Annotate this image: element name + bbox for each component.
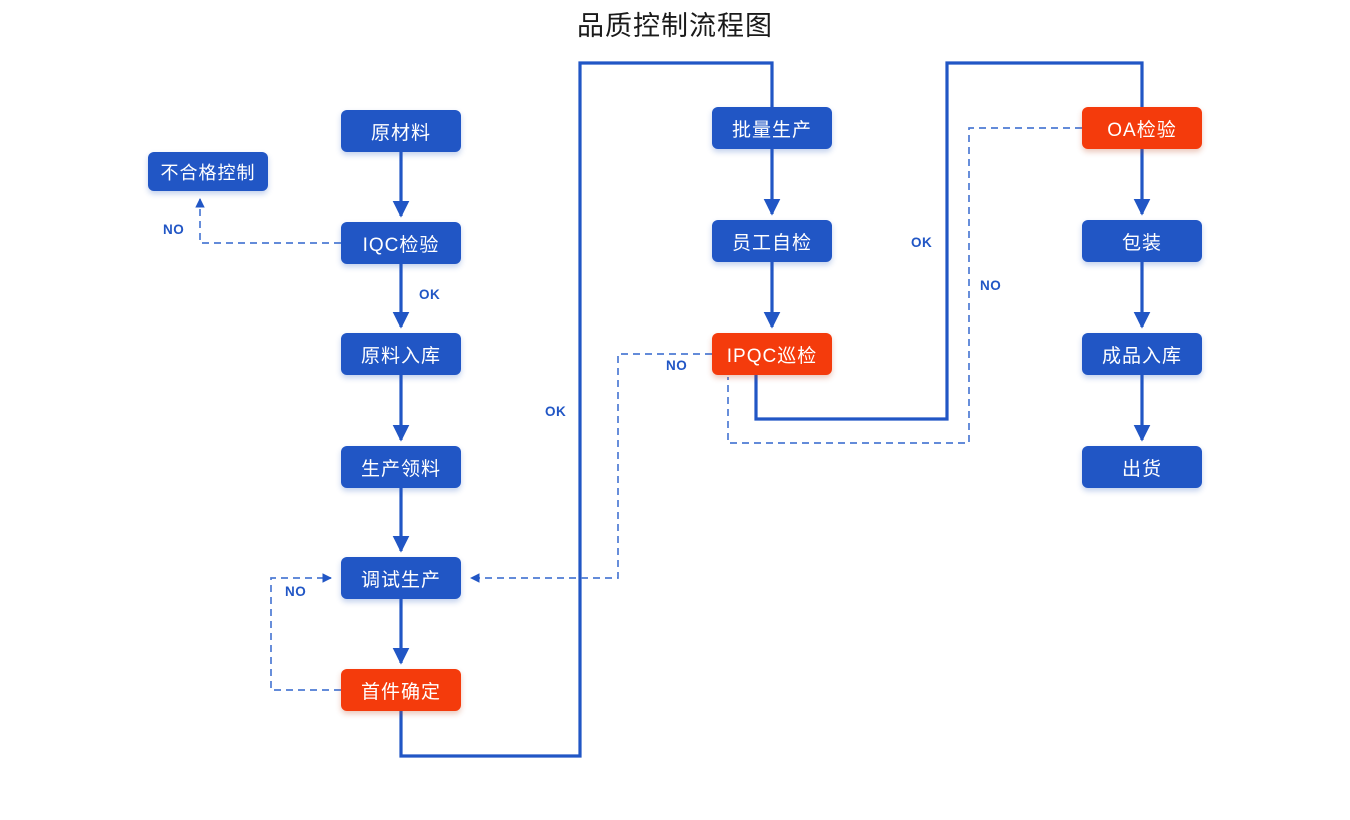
node-shipment[interactable]: 出货 xyxy=(1082,446,1202,488)
edge-label-first-article-ok: OK xyxy=(545,404,567,419)
node-label: IPQC巡检 xyxy=(726,345,818,367)
node-label: 调试生产 xyxy=(360,569,441,591)
node-nonconforming-control[interactable]: 不合格控制 xyxy=(148,152,268,191)
node-label: 生产领料 xyxy=(360,458,441,480)
edge-label-iqc-no: NO xyxy=(163,222,185,237)
node-packaging[interactable]: 包装 xyxy=(1082,220,1202,262)
node-material-warehouse[interactable]: 原料入库 xyxy=(341,333,461,375)
edge-label-iqc-ok: OK xyxy=(419,287,441,302)
node-finished-warehouse[interactable]: 成品入库 xyxy=(1082,333,1202,375)
edge-oa-to-ipqc-no xyxy=(727,127,1082,444)
node-label: 原料入库 xyxy=(360,345,441,367)
edge-iqc-to-nonconforming xyxy=(195,198,341,244)
edge-ipqc-to-trial-no xyxy=(470,353,712,583)
node-label: 成品入库 xyxy=(1101,345,1182,367)
node-iqc-check[interactable]: IQC检验 xyxy=(341,222,461,264)
node-raw-material[interactable]: 原材料 xyxy=(341,110,461,152)
node-label: 出货 xyxy=(1121,458,1162,480)
edge-first-to-mass-ok xyxy=(399,61,774,758)
node-label: 原材料 xyxy=(370,122,431,144)
node-label: IQC检验 xyxy=(362,234,440,256)
node-label: OA检验 xyxy=(1107,119,1177,141)
node-label: 员工自检 xyxy=(731,232,812,254)
edge-label-oa-no: NO xyxy=(980,278,1002,293)
node-employee-self-check[interactable]: 员工自检 xyxy=(712,220,832,262)
node-label: 批量生产 xyxy=(731,119,812,141)
page-title: 品质控制流程图 xyxy=(577,11,773,41)
node-production-picking[interactable]: 生产领料 xyxy=(341,446,461,488)
node-label: 包装 xyxy=(1121,232,1162,254)
node-oa-check[interactable]: OA检验 xyxy=(1082,107,1202,149)
node-mass-production[interactable]: 批量生产 xyxy=(712,107,832,149)
edge-label-ipqc-no: NO xyxy=(666,358,688,373)
node-ipqc-patrol[interactable]: IPQC巡检 xyxy=(712,333,832,375)
edge-label-ipqc-ok: OK xyxy=(911,235,933,250)
node-label: 不合格控制 xyxy=(160,162,256,183)
node-trial-production[interactable]: 调试生产 xyxy=(341,557,461,599)
edge-label-first-article-no: NO xyxy=(285,584,307,599)
node-first-article-confirm[interactable]: 首件确定 xyxy=(341,669,461,711)
node-label: 首件确定 xyxy=(360,681,441,703)
